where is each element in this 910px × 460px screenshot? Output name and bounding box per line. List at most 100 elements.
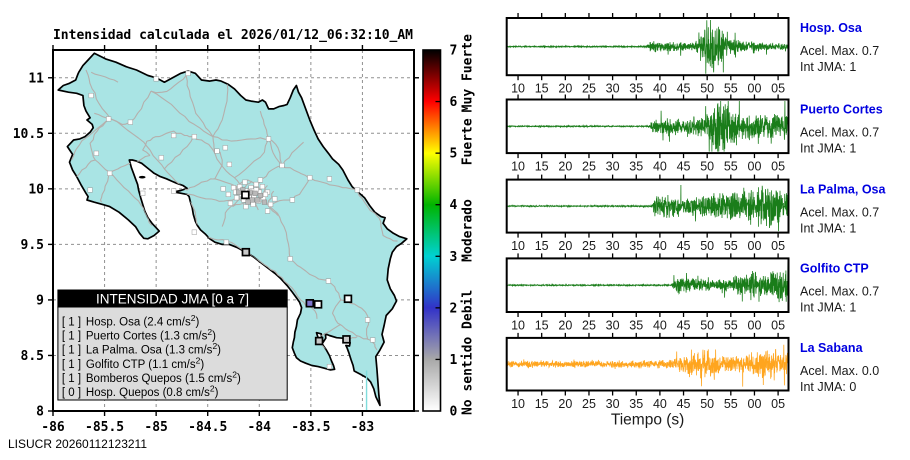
station-marker-white xyxy=(325,278,331,284)
seismogram-panel-3: 10 15 20 25 30 35 40 45 50 55 00 05 La Palma, Osa Ace… xyxy=(505,174,887,253)
waveform-trace-5 xyxy=(506,344,789,387)
seismogram-box xyxy=(505,336,790,392)
station-marker-white xyxy=(287,256,293,262)
station-marker-white xyxy=(185,70,191,76)
seis-x-tick-label: 05 xyxy=(771,319,785,333)
colorbar-category-label: Moderado xyxy=(461,199,476,262)
station-marker-white xyxy=(272,196,278,202)
colorbar-category-label: No sentido xyxy=(461,337,476,415)
legend-title: INTENSIDAD JMA [0 a 7] xyxy=(96,292,249,307)
seis-x-tick-label: 00 xyxy=(748,397,762,411)
seis-x-tick-label: 30 xyxy=(606,239,620,253)
road-line xyxy=(142,140,151,156)
road-line xyxy=(267,204,279,216)
station-marker-white xyxy=(230,185,237,191)
seis-x-tick-label: 50 xyxy=(700,397,714,411)
seismogram-panel-2: 10 15 20 25 30 35 40 45 50 55 00 05 Puerto Cortes Ace… xyxy=(505,94,883,174)
seis-x-tick-label: 55 xyxy=(724,319,738,333)
seismogram-box xyxy=(505,178,790,234)
road-line xyxy=(212,136,283,166)
seismogram-box xyxy=(505,17,790,77)
seis-x-tick-label: 20 xyxy=(558,397,572,411)
colorbar-tick-label: 5 xyxy=(450,147,458,162)
seis-x-tick-label: 45 xyxy=(677,319,691,333)
seismogram-panel-4: 10 15 20 25 30 35 40 45 50 55 00 05 Golfito CTP Acel.… xyxy=(505,253,879,333)
road-line xyxy=(234,138,270,179)
station-marker-white xyxy=(279,162,285,169)
seismogram-panels: 10 15 20 25 30 35 40 45 50 55 00 05 Hosp. Osa Acel. M… xyxy=(505,13,887,429)
road-line xyxy=(150,75,187,94)
map-x-tick-label: -83 xyxy=(351,420,374,435)
map-frame xyxy=(52,49,415,412)
seismogram-box xyxy=(505,98,790,155)
seis-x-tick-label: 30 xyxy=(606,160,620,174)
station-marker-white xyxy=(365,317,371,323)
seis-x-tick-label: 50 xyxy=(700,319,714,333)
seis-int-label: Int JMA: 1 xyxy=(800,142,856,156)
map-y-tick-label: 8 xyxy=(36,405,44,420)
station-marker-white xyxy=(223,239,229,245)
seis-x-tick-label: 15 xyxy=(535,239,549,253)
legend-entry-label: La Palma. Osa (1.3 cm/s2) xyxy=(86,341,221,357)
station-marker-white xyxy=(225,191,231,197)
station-marker-gray xyxy=(254,197,260,203)
road-line xyxy=(185,75,248,194)
seis-x-tick-label: 40 xyxy=(653,319,667,333)
seis-x-tick-label: 35 xyxy=(629,397,643,411)
road-line xyxy=(76,159,96,177)
station-marker-white xyxy=(191,229,197,235)
seis-x-tick-label: 20 xyxy=(558,160,572,174)
station-marker-white xyxy=(227,200,233,206)
waveform-trace-4 xyxy=(506,259,789,303)
map-y-tick-label: 9 xyxy=(36,293,44,308)
map-x-tick-label: -85.5 xyxy=(85,420,124,435)
seis-x-tick-label: 00 xyxy=(748,239,762,253)
seis-int-label: Int JMA: 1 xyxy=(800,60,856,74)
station-marker-white xyxy=(222,145,228,151)
seis-x-tick-label: 05 xyxy=(771,160,785,174)
seis-x-tick-label: 25 xyxy=(582,397,596,411)
waveform-trace-3 xyxy=(506,184,789,232)
seis-x-tick-label: 45 xyxy=(677,239,691,253)
colorbar-tick-label: 2 xyxy=(450,301,458,316)
road-line xyxy=(259,110,270,140)
seis-x-tick-label: 20 xyxy=(558,82,572,96)
map-y-tick-label: 11 xyxy=(28,71,44,86)
map-x-tick-label: -86 xyxy=(41,420,65,435)
waveform-trace-2 xyxy=(506,100,789,152)
colorbar-tick-label: 1 xyxy=(450,353,458,368)
colorbar-gradient xyxy=(422,49,442,412)
station-marker-white xyxy=(307,175,313,181)
seis-x-tick-label: 45 xyxy=(677,160,691,174)
road-line xyxy=(146,130,216,154)
station-marker-white xyxy=(191,134,197,140)
colorbar-category-label: Fuerte xyxy=(461,118,476,165)
station-marker-white xyxy=(140,190,146,196)
road-line xyxy=(110,90,152,125)
road-line xyxy=(109,171,153,226)
station-marker-white xyxy=(264,208,271,214)
seis-x-tick-label: 15 xyxy=(535,160,549,174)
seis-x-tick-label: 35 xyxy=(629,239,643,253)
colorbar-tick-label: 7 xyxy=(450,44,458,59)
seis-x-tick-label: 35 xyxy=(629,319,643,333)
station-marker-triggered xyxy=(314,336,324,346)
station-marker-white xyxy=(171,188,177,194)
seis-x-tick-label: 00 xyxy=(748,82,762,96)
colorbar-category-label: Debil xyxy=(461,290,476,329)
intensity-legend: INTENSIDAD JMA [0 a 7] [ 1 ] Hosp. Osa (2.… xyxy=(57,289,288,401)
legend-entry-label: Bomberos Quepos (1.5 cm/s2) xyxy=(86,369,241,385)
station-marker-white xyxy=(253,181,259,187)
road-line xyxy=(150,90,214,138)
seis-x-tick-label: 00 xyxy=(748,319,762,333)
station-marker-white xyxy=(106,116,112,122)
station-marker-white xyxy=(259,184,265,190)
seis-int-label: Int JMA: 0 xyxy=(800,380,856,394)
seis-x-tick-label: 50 xyxy=(700,239,714,253)
road-line xyxy=(163,136,194,170)
seis-x-tick-label: 35 xyxy=(629,82,643,96)
station-marker-white xyxy=(234,195,240,201)
road-line xyxy=(252,164,358,194)
seismogram-box xyxy=(505,257,790,313)
